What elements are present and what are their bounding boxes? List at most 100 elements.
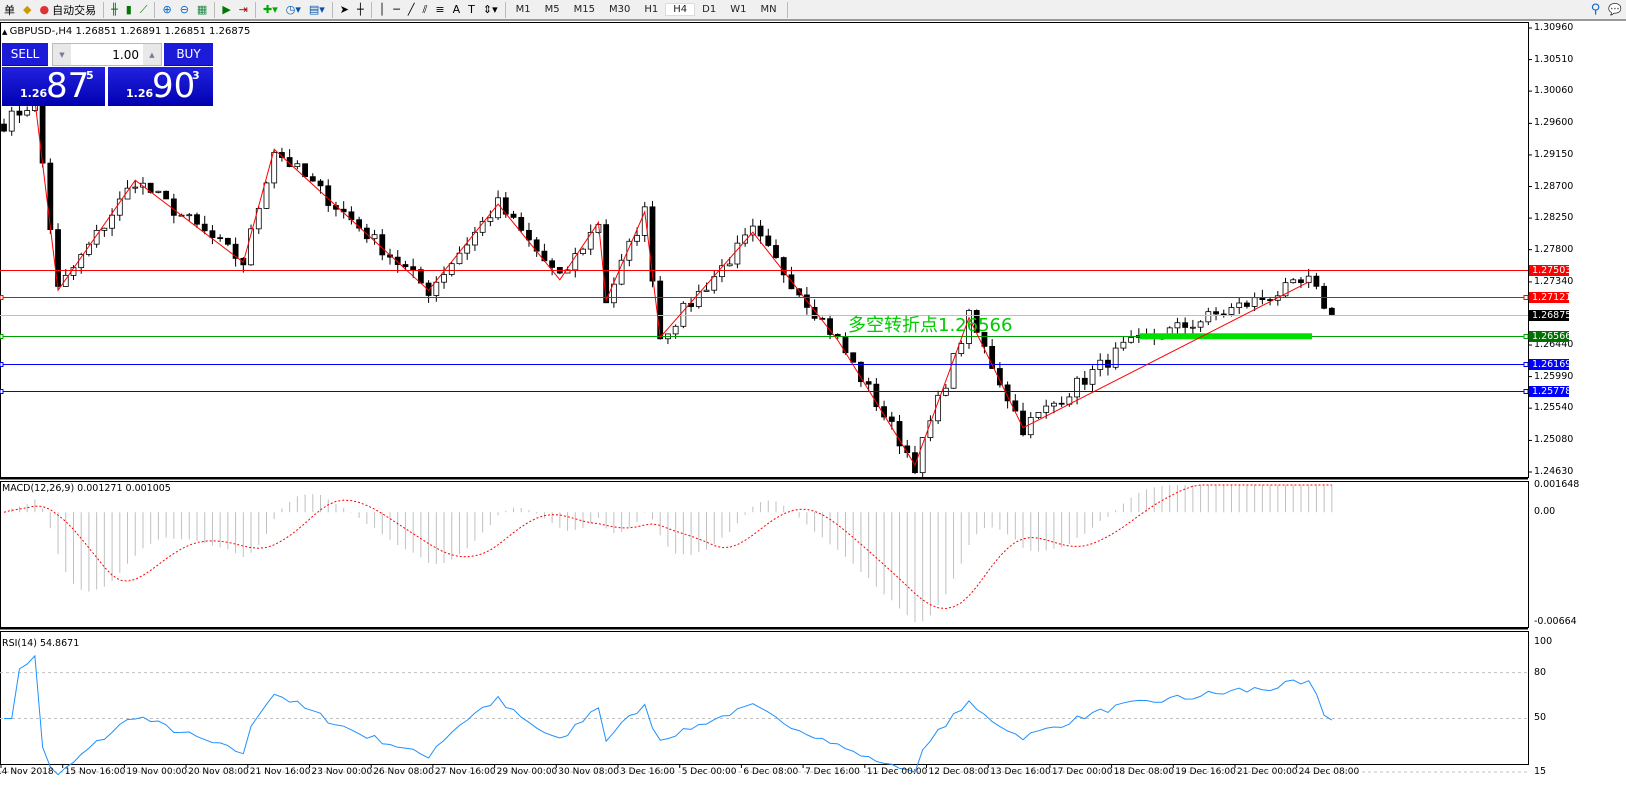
tf-w1[interactable]: W1 [730, 4, 747, 15]
bear-candle [518, 216, 525, 231]
tf-m15[interactable]: M15 [573, 4, 596, 15]
bear-candle [888, 416, 895, 422]
bear-candle [1313, 275, 1320, 287]
separator [103, 1, 105, 18]
horizontal-line-icon[interactable]: ─ [393, 3, 400, 16]
bull-candle [1282, 282, 1289, 297]
pivot-annotation[interactable]: 多空转折点1.26566 [848, 315, 1013, 336]
rsi-line [4, 654, 1333, 776]
bear-candle [356, 219, 363, 229]
candlestick-icon[interactable]: ▮ [125, 3, 132, 16]
autoscroll-icon[interactable]: ▶ [222, 3, 231, 16]
lot-stepper[interactable]: ▼ 1.00 ▲ [52, 43, 162, 66]
tf-h4[interactable]: H4 [665, 3, 696, 16]
bear-candle [996, 368, 1003, 386]
sell-price[interactable]: 1.26 87 5 [2, 67, 105, 106]
tf-m30[interactable]: M30 [609, 4, 631, 15]
orders-menu[interactable]: 单 [4, 3, 15, 17]
bull-candle [587, 232, 594, 250]
level-price-tag[interactable]: 1.25778 [1529, 385, 1571, 397]
fibonacci-icon[interactable]: ⫽ [422, 2, 428, 16]
tf-mn[interactable]: MN [760, 4, 777, 15]
bull-candle [24, 110, 31, 116]
price-axis-label: 1.30060 [1534, 85, 1574, 97]
indicators-icon[interactable]: ✚▾ [263, 3, 278, 16]
auto-trading-button[interactable]: ● 自动交易 [35, 0, 100, 19]
lot-input[interactable]: 1.00 [112, 47, 139, 62]
bear-candle [657, 280, 664, 340]
tf-m1[interactable]: M1 [515, 4, 531, 15]
buy-button[interactable]: BUY [164, 43, 213, 66]
tf-h1[interactable]: H1 [644, 4, 659, 15]
text-icon[interactable]: A [452, 3, 461, 16]
bull-candle [132, 186, 139, 189]
bear-candle [1081, 377, 1088, 385]
bear-candle [850, 352, 857, 363]
bear-candle [510, 213, 517, 218]
cursor-icon[interactable]: ➤ [339, 3, 350, 16]
macd-axis-label: -0.00664 [1534, 616, 1577, 627]
lot-increase-icon[interactable]: ▲ [143, 44, 161, 65]
arrows-icon[interactable]: ⇕▾ [482, 3, 498, 16]
bear-candle [858, 361, 864, 383]
line-chart-icon[interactable]: ⟋ [139, 2, 148, 16]
bear-candle [402, 264, 409, 268]
bear-candle [47, 162, 54, 231]
bear-candle [201, 223, 208, 232]
time-axis-label: 26 Nov 08:00 [373, 767, 434, 777]
rsi-axis-label: 15 [1534, 766, 1547, 777]
chart-shift-icon[interactable]: ⇥ [238, 3, 248, 16]
macd-axis-label: 0.001648 [1534, 479, 1580, 490]
tf-d1[interactable]: D1 [702, 4, 717, 15]
bull-candle [626, 240, 633, 261]
rsi-axis-label: 100 [1534, 636, 1553, 647]
bull-candle [433, 281, 440, 296]
level-handle [1523, 334, 1529, 339]
time-axis-label: 27 Nov 16:00 [434, 767, 496, 777]
bull-candle [1089, 369, 1096, 385]
bull-candle [248, 228, 254, 266]
search-icon[interactable]: ⚲ [1590, 2, 1601, 17]
buy-price[interactable]: 1.26 90 3 [108, 67, 213, 106]
macd-label: MACD(12,26,9) 0.001271 0.001005 [2, 483, 171, 494]
bear-candle [302, 163, 308, 178]
vertical-line-icon[interactable]: │ [378, 3, 386, 16]
periods-icon[interactable]: ◷▾ [285, 3, 301, 16]
bear-candle [209, 230, 216, 239]
bear-candle [981, 332, 988, 347]
level-price-tag[interactable]: 1.27121 [1529, 291, 1571, 303]
zoom-out-icon[interactable]: ⊖ [179, 3, 189, 16]
bear-candle [232, 243, 239, 259]
time-axis-label: 20 Nov 08:00 [188, 767, 249, 777]
rsi-pane-border [0, 631, 1529, 765]
level-price-tag[interactable]: 1.27503 [1529, 264, 1571, 276]
bull-candle [1074, 377, 1080, 398]
level-price-tag[interactable]: 1.26566 [1529, 330, 1571, 342]
toolbar: 单 ◆ ● 自动交易 ╫ ▮ ⟋ ⊕ ⊖ ▦ ▶ ⇥ ✚▾ ◷▾ ▤▾ ➤ ┼ │… [0, 0, 1626, 21]
level-price-tag[interactable]: 1.26875 [1529, 309, 1571, 321]
collapse-icon[interactable]: ▲ [2, 28, 10, 36]
tile-windows-icon[interactable]: ▦ [196, 3, 208, 16]
crosshair-icon[interactable]: ┼ [357, 3, 364, 16]
bull-candle [1290, 279, 1297, 284]
bear-candle [1244, 302, 1250, 307]
price-axis-label: 1.25080 [1534, 434, 1574, 446]
trendline-icon[interactable]: ╱ [407, 3, 415, 16]
chat-icon[interactable]: 💬 [1608, 3, 1622, 16]
bull-candle [634, 235, 640, 242]
bar-chart-icon[interactable]: ╫ [111, 3, 118, 16]
tf-m5[interactable]: M5 [544, 4, 560, 15]
bull-candle [1228, 307, 1235, 315]
templates-icon[interactable]: ▤▾ [308, 3, 325, 16]
price-axis-label: 1.29600 [1534, 117, 1574, 129]
text-label-icon[interactable]: T [468, 3, 475, 16]
macd-signal-line [3, 484, 1332, 610]
orders-icon[interactable]: ◆ [23, 3, 32, 16]
fibo-fan-icon[interactable]: ≡ [435, 3, 445, 16]
lot-decrease-icon[interactable]: ▼ [53, 44, 71, 65]
level-price-tag[interactable]: 1.26169 [1529, 358, 1571, 370]
zoom-in-icon[interactable]: ⊕ [162, 3, 172, 16]
bear-candle [317, 180, 324, 187]
sell-button[interactable]: SELL [2, 43, 48, 66]
